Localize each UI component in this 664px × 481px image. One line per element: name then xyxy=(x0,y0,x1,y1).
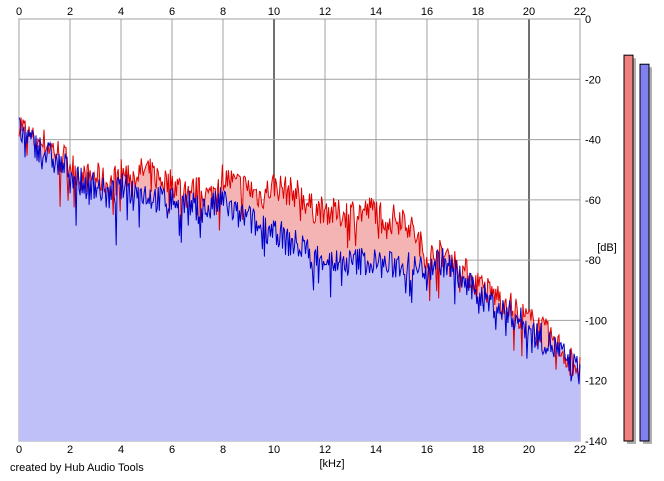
y-tick-label: -140 xyxy=(585,436,607,448)
x-tick-label-bottom: 18 xyxy=(472,444,484,456)
y-tick-label: 0 xyxy=(585,14,591,26)
x-tick-label-top: 12 xyxy=(319,6,331,18)
x-tick-label-top: 2 xyxy=(67,6,73,18)
level-meter-2 xyxy=(639,63,650,442)
x-tick-label-bottom: 8 xyxy=(220,444,226,456)
y-tick-label: -100 xyxy=(585,315,607,327)
level-meter-1 xyxy=(623,54,634,442)
x-tick-label-bottom: 16 xyxy=(421,444,433,456)
y-tick-label: -80 xyxy=(585,255,601,267)
footer-credit: created by Hub Audio Tools xyxy=(10,462,144,474)
x-tick-label-bottom: 4 xyxy=(118,444,124,456)
y-tick-label: -120 xyxy=(585,376,607,388)
x-tick-label-bottom: 10 xyxy=(268,444,280,456)
x-axis-label: [kHz] xyxy=(319,458,344,470)
x-tick-label-top: 20 xyxy=(523,6,535,18)
x-top-tick-labels: 0 2 4 6 8 10 12 14 16 18 20 22 xyxy=(16,6,586,18)
x-bottom-tick-labels: 0 2 4 6 8 10 12 14 16 18 20 22 xyxy=(16,444,586,456)
x-tick-label-bottom: 20 xyxy=(523,444,535,456)
level-meters xyxy=(623,54,652,445)
x-tick-label-top: 8 xyxy=(220,6,226,18)
x-tick-label-top: 6 xyxy=(169,6,175,18)
x-tick-label-top: 10 xyxy=(268,6,280,18)
x-tick-label-bottom: 0 xyxy=(16,444,22,456)
x-tick-label-top: 18 xyxy=(472,6,484,18)
y-tick-label: -20 xyxy=(585,74,601,86)
x-tick-label-bottom: 2 xyxy=(67,444,73,456)
y-tick-label: -60 xyxy=(585,195,601,207)
x-tick-label-top: 14 xyxy=(370,6,382,18)
x-tick-label-bottom: 6 xyxy=(169,444,175,456)
y-axis-label: [dB] xyxy=(597,242,617,254)
x-tick-label-top: 4 xyxy=(118,6,124,18)
series-2-line xyxy=(18,117,581,385)
x-tick-label-bottom: 12 xyxy=(319,444,331,456)
y-tick-label: -40 xyxy=(585,135,601,147)
x-tick-label-bottom: 22 xyxy=(574,444,586,456)
x-tick-label-top: 0 xyxy=(16,6,22,18)
x-tick-label-top: 22 xyxy=(574,6,586,18)
series-layer xyxy=(18,117,581,442)
x-tick-label-bottom: 14 xyxy=(370,444,382,456)
y-tick-labels: 0 -20 -40 -60 -80 -100 -120 -140 xyxy=(585,14,607,448)
series-2-fill xyxy=(19,117,580,441)
series-1-line xyxy=(18,117,581,377)
x-tick-label-top: 16 xyxy=(421,6,433,18)
